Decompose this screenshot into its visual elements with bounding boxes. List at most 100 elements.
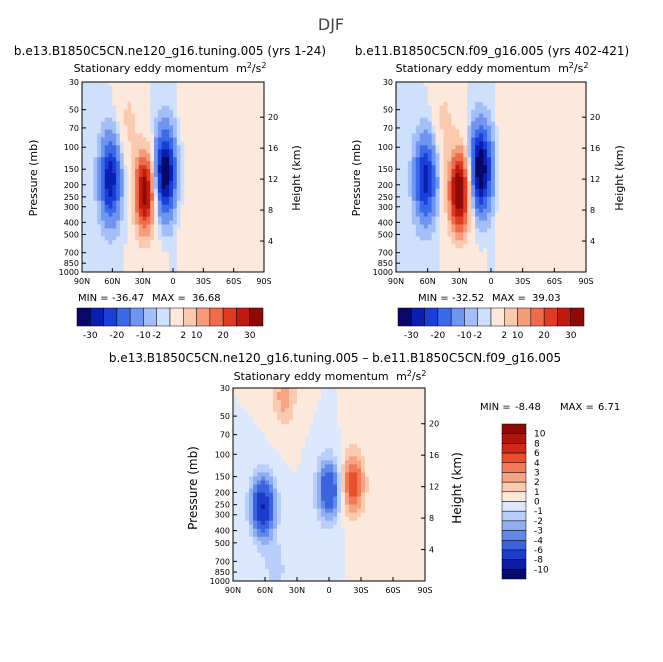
contour-cell	[218, 169, 223, 174]
contour-cell	[176, 220, 181, 225]
contour-cell	[419, 97, 425, 103]
contour-cell	[419, 252, 425, 257]
contour-cell	[161, 109, 166, 115]
contour-cell	[578, 169, 583, 174]
contour-cell	[427, 113, 433, 119]
contour-cell	[188, 236, 193, 241]
contour-cell	[161, 256, 166, 261]
contour-cell	[419, 188, 425, 194]
contour-cell	[135, 232, 140, 237]
contour-cell	[542, 264, 547, 269]
contour-cell	[443, 125, 448, 130]
contour-cell	[119, 236, 125, 241]
contour-cell	[165, 240, 170, 245]
contour-cell	[241, 540, 246, 546]
contour-cell	[233, 165, 238, 170]
contour-cell	[542, 97, 547, 103]
contour-cell	[542, 101, 547, 107]
contour-cell	[135, 248, 140, 253]
contour-cell	[423, 232, 429, 237]
contour-cell	[241, 85, 246, 91]
contour-cell	[542, 256, 547, 261]
contour-cell	[487, 260, 492, 265]
contour-cell	[419, 109, 425, 115]
contour-cell	[123, 224, 128, 229]
contour-cell	[427, 260, 433, 265]
contour-cell	[510, 224, 516, 229]
contour-cell	[526, 192, 531, 198]
contour-cell	[463, 161, 468, 166]
contour-cell	[245, 392, 250, 397]
contour-cell	[582, 125, 587, 130]
contour-cell	[459, 97, 464, 103]
contour-cell	[112, 180, 117, 186]
contour-cell	[226, 236, 231, 241]
contour-cell	[142, 224, 147, 229]
contour-cell	[184, 141, 189, 146]
contour-cell	[150, 240, 155, 245]
contour-cell	[435, 113, 440, 119]
contour-cell	[127, 161, 132, 166]
contour-cell	[195, 117, 200, 122]
contour-cell	[97, 244, 102, 249]
contour-cell	[427, 204, 433, 210]
contour-cell	[494, 216, 500, 221]
contour-cell	[173, 244, 178, 249]
contour-cell	[570, 248, 575, 253]
contour-cell	[554, 117, 559, 122]
contour-cell	[241, 192, 246, 198]
contour-cell	[260, 109, 265, 115]
contour-cell	[135, 236, 140, 241]
contour-cell	[176, 133, 181, 138]
contour-cell	[161, 248, 166, 253]
contour-cell	[184, 188, 189, 194]
contour-cell	[451, 97, 456, 103]
contour-cell	[161, 204, 166, 210]
contour-cell	[566, 109, 571, 115]
contour-cell	[399, 212, 405, 217]
contour-cell	[475, 85, 480, 91]
panel-1-units-sup1: 2	[247, 61, 252, 70]
contour-cell	[226, 184, 231, 190]
contour-cell	[116, 137, 121, 142]
contour-cell	[534, 248, 539, 253]
contour-cell	[510, 141, 516, 146]
contour-cell	[483, 188, 488, 194]
contour-cell	[237, 216, 242, 221]
contour-cell	[502, 264, 508, 269]
contour-cell	[487, 97, 492, 103]
contour-cell	[451, 236, 456, 241]
contour-cell	[112, 105, 117, 111]
contour-cell	[123, 109, 128, 115]
contour-cell	[479, 105, 484, 111]
contour-cell	[241, 244, 246, 249]
panel-1-max-label: MAX =	[152, 293, 186, 304]
contour-cell	[85, 264, 90, 269]
contour-cell	[150, 212, 155, 217]
contour-cell	[582, 82, 587, 87]
contour-cell	[237, 200, 242, 206]
contour-cell	[229, 188, 235, 194]
contour-cell	[237, 416, 242, 421]
contour-cell	[574, 188, 579, 194]
contour-cell	[427, 224, 433, 229]
contour-cell	[419, 149, 425, 154]
contour-cell	[494, 129, 500, 134]
contour-cell	[241, 512, 246, 518]
contour-cell	[154, 224, 159, 229]
contour-cell	[161, 105, 166, 111]
contour-cell	[502, 157, 508, 162]
contour-cell	[161, 252, 166, 257]
contour-cell	[191, 82, 197, 87]
contour-cell	[542, 200, 547, 206]
contour-cell	[570, 89, 575, 95]
contour-cell	[173, 200, 178, 206]
contour-cell	[562, 161, 567, 166]
contour-cell	[396, 117, 401, 122]
contour-cell	[138, 117, 144, 122]
contour-cell	[407, 117, 413, 122]
contour-cell	[116, 177, 121, 182]
contour-cell	[399, 85, 405, 91]
colorbar-swatch	[183, 307, 197, 327]
contour-cell	[471, 212, 476, 217]
